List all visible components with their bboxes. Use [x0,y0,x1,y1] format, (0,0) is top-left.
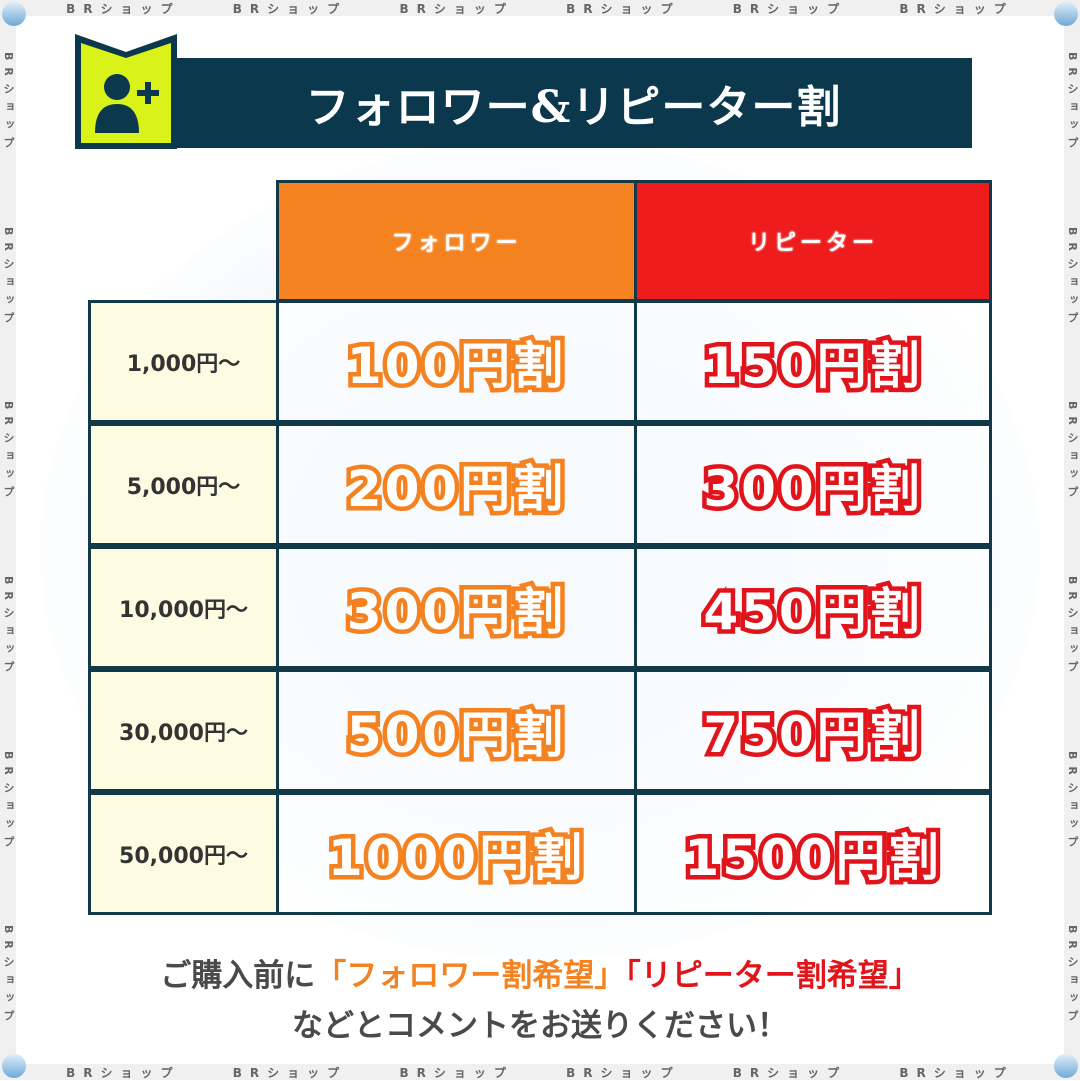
watermark-text: BRショップ [2,925,15,1029]
tier-label: 5,000円〜 [88,423,279,546]
watermark-text: BRショップ [66,1065,181,1080]
follower-discount: 100円割 [276,300,637,423]
watermark-text: BRショップ [1066,226,1079,330]
logo-icon [1054,2,1078,26]
tier-label: 50,000円〜 [88,792,279,915]
watermark-text: BRショップ [1066,925,1079,1029]
note-repeater-request: 「リピーター割希望」 [625,958,920,994]
watermark-bottom: BRショップ BRショップ BRショップ BRショップ BRショップ BRショップ [0,1064,1080,1080]
column-header-repeater: リピーター [634,180,992,302]
repeater-discount: 150円割 [634,300,992,423]
watermark-text: BRショップ [399,1,514,16]
watermark-text: BRショップ [1066,575,1079,679]
watermark-text: BRショップ [399,1065,514,1080]
watermark-text: BRショップ [899,1,1014,16]
follower-discount: 300円割 [276,546,637,669]
watermark-text: BRショップ [232,1065,348,1080]
logo-icon [2,2,26,26]
watermark-text: BRショップ [66,1,181,16]
watermark-text: BRショップ [1066,401,1079,505]
title-bar [75,58,972,148]
page-title: フォロワー&リピーター割 [305,82,842,133]
repeater-discount: 1500円割 [634,792,992,915]
watermark-text: BRショップ [2,226,15,330]
watermark-text: BRショップ [232,1,348,16]
repeater-discount: 450円割 [634,546,992,669]
note-prefix: ご購入前に [160,958,316,994]
watermark-text: BRショップ [899,1065,1014,1080]
watermark-text: BRショップ [2,401,15,505]
watermark-right: BRショップ BRショップ BRショップ BRショップ BRショップ BRショップ [1064,16,1080,1064]
watermark-text: BRショップ [566,1065,681,1080]
watermark-text: BRショップ [1066,750,1079,854]
watermark-text: BRショップ [732,1,848,16]
note-follower-request: 「フォロワー割希望」 [315,958,626,994]
tier-label: 30,000円〜 [88,669,279,792]
watermark-text: BRショップ [732,1065,848,1080]
repeater-discount: 750円割 [634,669,992,792]
follower-discount: 500円割 [276,669,637,792]
watermark-text: BRショップ [566,1,681,16]
logo-icon [1054,1054,1078,1078]
follower-discount: 1000円割 [276,792,637,915]
repeater-discount: 300円割 [634,423,992,546]
watermark-text: BRショップ [2,51,15,155]
watermark-left: BRショップ BRショップ BRショップ BRショップ BRショップ BRショップ [0,16,16,1064]
watermark-text: BRショップ [1066,51,1079,155]
note-line-1: ご購入前に「フォロワー割希望」「リピーター割希望」 [0,950,1080,995]
column-header-follower: フォロワー [276,180,637,302]
watermark-text: BRショップ [2,750,15,854]
watermark-top: BRショップ BRショップ BRショップ BRショップ BRショップ BRショップ [0,0,1080,16]
user-plus-icon [75,34,177,149]
tier-label: 1,000円〜 [88,300,279,423]
follower-discount: 200円割 [276,423,637,546]
tier-label: 10,000円〜 [88,546,279,669]
note-line-2: などとコメントをお送りください！ [292,1008,788,1044]
watermark-text: BRショップ [2,575,15,679]
logo-icon [2,1054,26,1078]
